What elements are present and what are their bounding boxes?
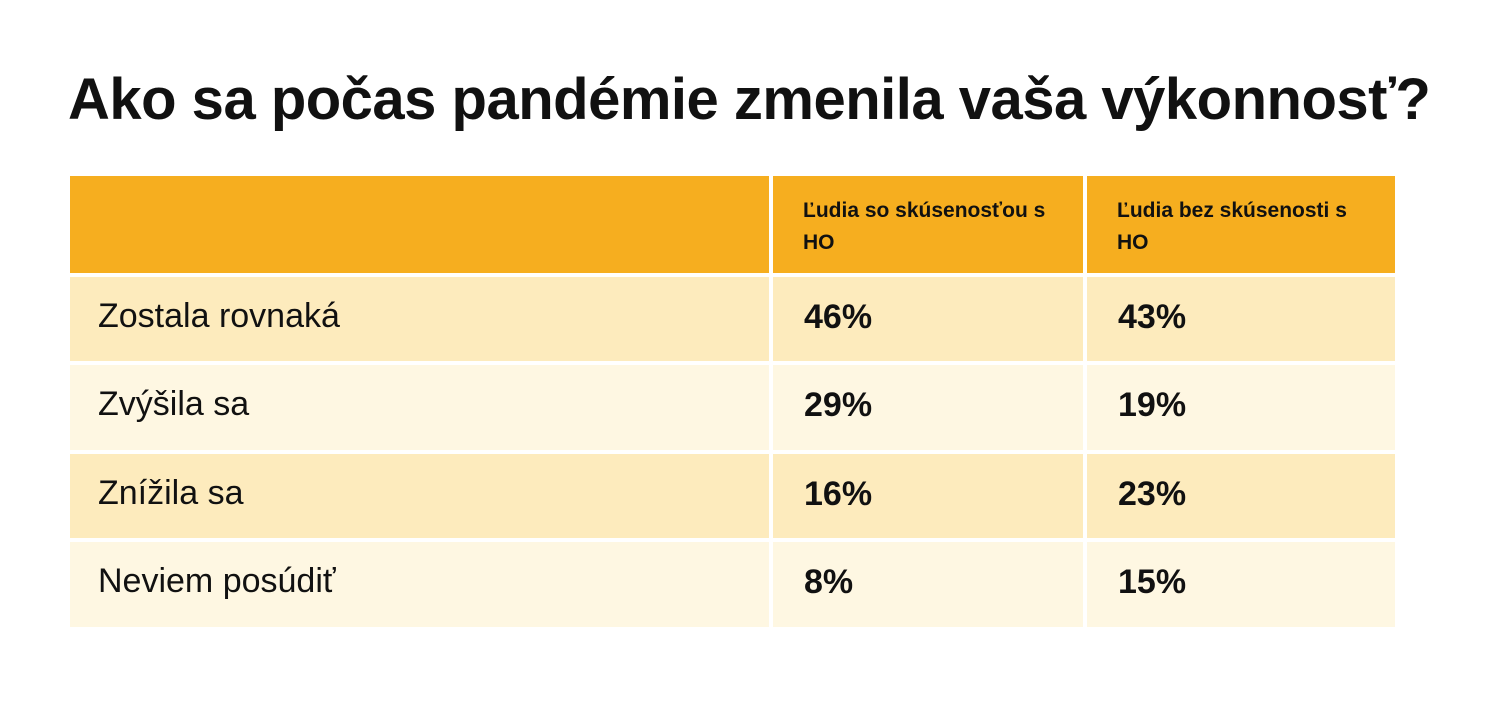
value: 46% [804, 297, 873, 336]
value: 16% [804, 474, 873, 513]
header-cell-empty [70, 176, 769, 273]
row-label-cell: Zostala rovnaká [70, 277, 769, 361]
value-cell: 16% [773, 454, 1083, 538]
header-cell-without-experience: Ľudia bez skúsenosti s HO [1087, 176, 1395, 273]
row-label-cell: Znížila sa [70, 454, 769, 538]
value: 43% [1118, 297, 1187, 336]
column-header: Ľudia so skúsenosťou s HO [803, 199, 1046, 254]
value: 29% [804, 386, 873, 424]
value-cell: 43% [1087, 277, 1395, 361]
row-label: Znížila sa [98, 473, 244, 512]
results-table: Ľudia so skúsenosťou s HO Ľudia bez skús… [70, 176, 1396, 627]
row-label: Neviem posúdiť [98, 562, 336, 600]
value: 19% [1118, 386, 1187, 424]
value-cell: 15% [1087, 542, 1395, 627]
chart-title: Ako sa počas pandémie zmenila vaša výkon… [68, 67, 1431, 132]
value-cell: 8% [773, 542, 1083, 627]
row-label-cell: Neviem posúdiť [70, 542, 769, 627]
value-cell: 23% [1087, 454, 1395, 538]
value: 23% [1118, 474, 1187, 513]
header-cell-with-experience: Ľudia so skúsenosťou s HO [773, 176, 1083, 273]
column-header: Ľudia bez skúsenosti s HO [1117, 199, 1347, 254]
value-cell: 19% [1087, 365, 1395, 450]
value: 8% [804, 563, 854, 601]
row-label-cell: Zvýšila sa [70, 365, 769, 450]
value: 15% [1118, 563, 1187, 601]
row-label: Zostala rovnaká [98, 296, 340, 335]
row-label: Zvýšila sa [98, 385, 250, 423]
value-cell: 46% [773, 277, 1083, 361]
value-cell: 29% [773, 365, 1083, 450]
